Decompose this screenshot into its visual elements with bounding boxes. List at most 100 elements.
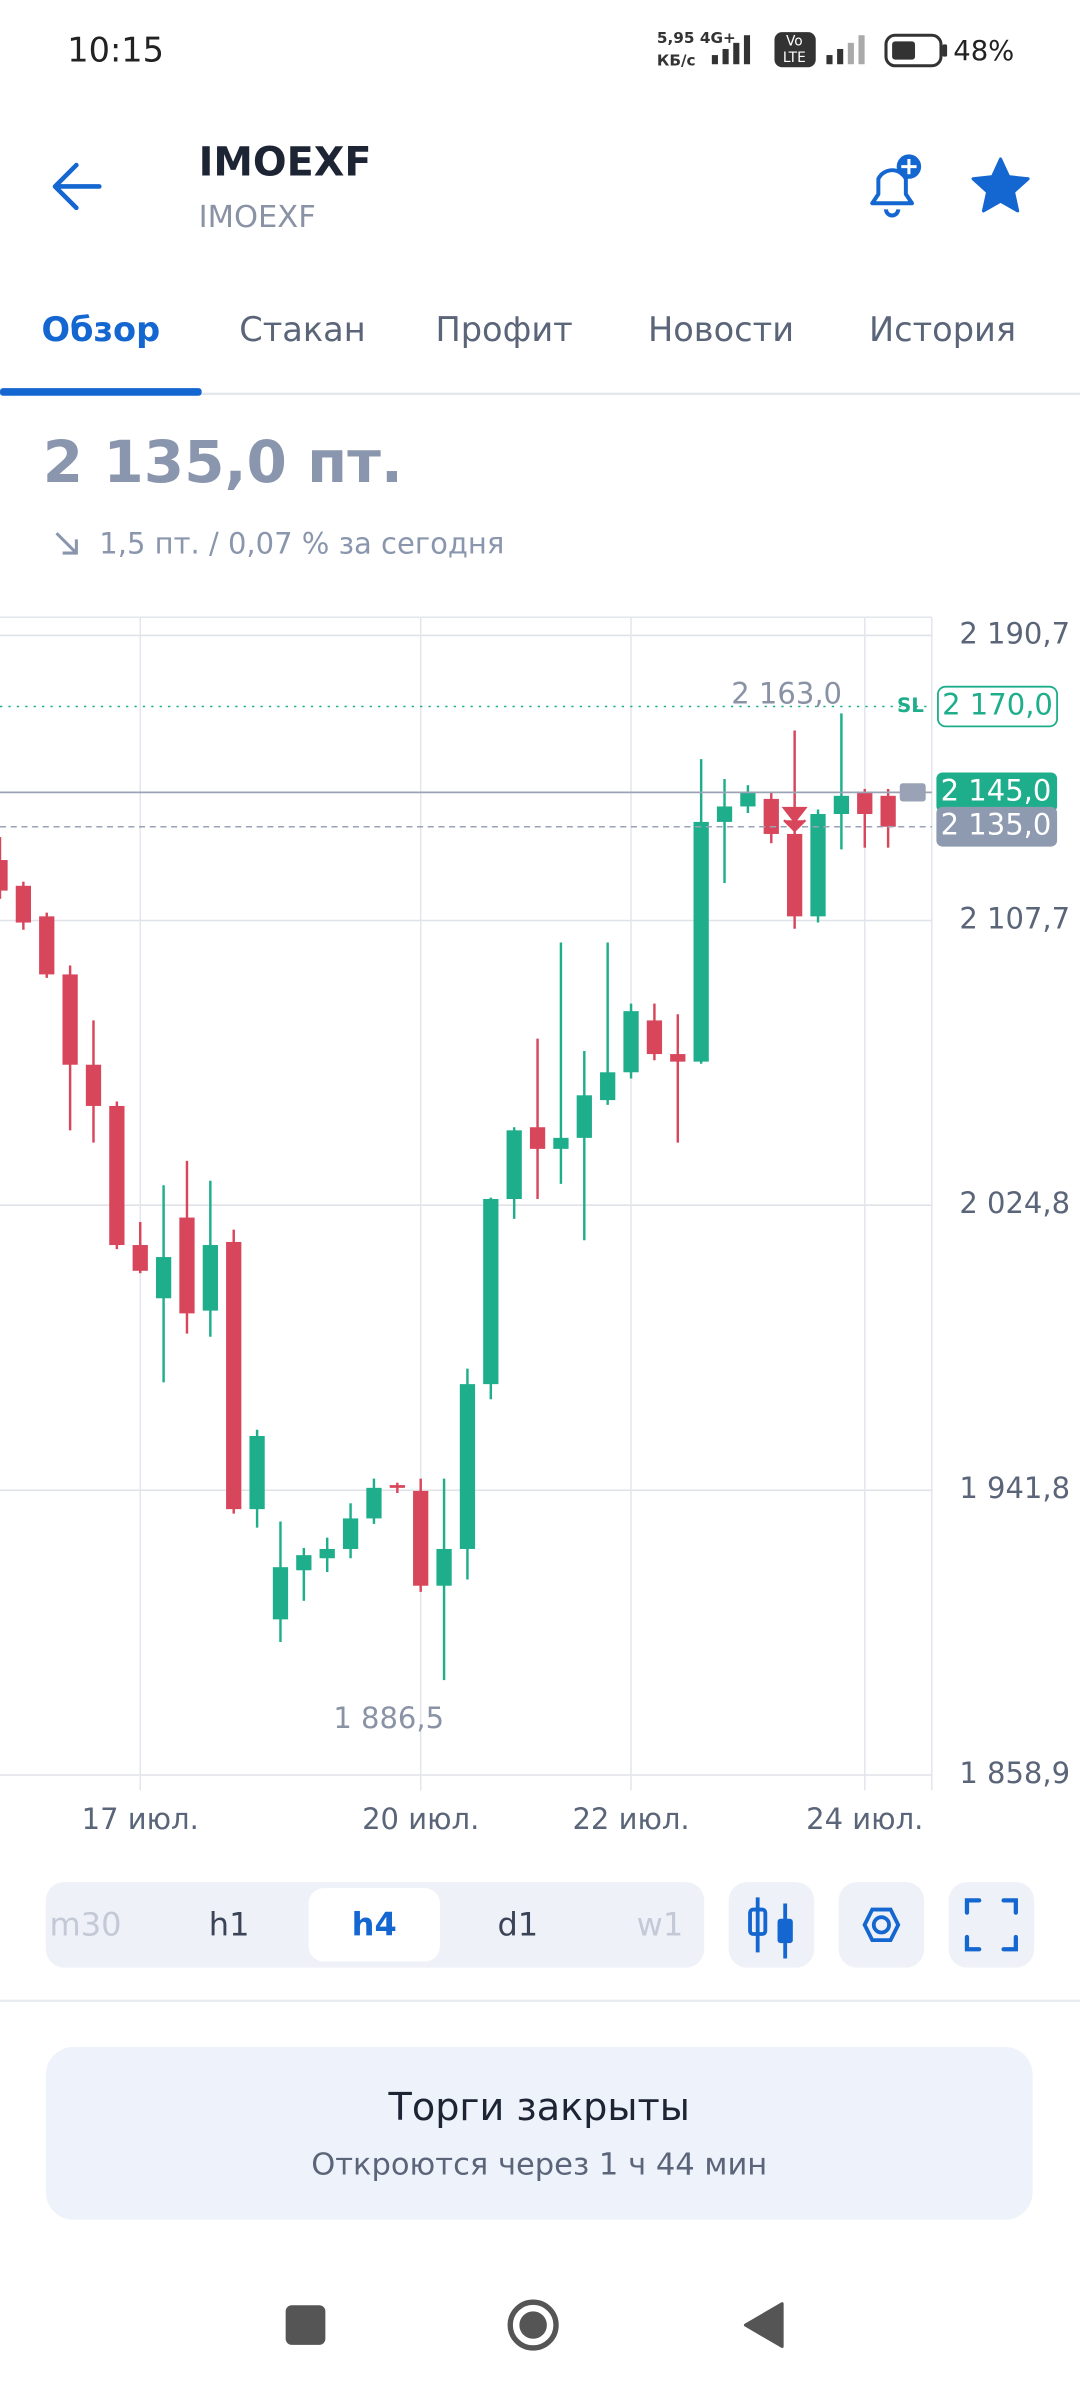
candle-body [226, 1241, 242, 1510]
candle-body [366, 1487, 382, 1519]
fullscreen-button[interactable] [948, 1882, 1035, 1968]
candle-body [39, 916, 55, 975]
candle-body [600, 1072, 616, 1101]
candle-body [389, 1485, 405, 1488]
battery-icon [884, 33, 948, 68]
candle-body [0, 860, 8, 891]
candle-body [857, 792, 873, 815]
candle-body [109, 1105, 125, 1246]
stop-loss-tag: SL [897, 694, 924, 717]
order-label-box [936, 772, 1058, 813]
stop-loss-label: 2 170,0 [942, 688, 1053, 722]
tab[interactable]: Стакан [239, 310, 365, 349]
x-tick-label: 24 июл. [806, 1802, 923, 1836]
candle-body [436, 1548, 452, 1586]
candle-body [15, 885, 32, 923]
change-arrow [55, 532, 78, 555]
timeframe-option[interactable]: w1 [637, 1905, 684, 1943]
candle-body [740, 792, 756, 807]
nav-home[interactable] [507, 2299, 559, 2351]
candle-body [319, 1548, 335, 1559]
candle-body [296, 1555, 312, 1571]
candle-body [763, 798, 779, 834]
instrument-subtitle: IMOEXF [199, 200, 316, 235]
candle-body [155, 1257, 172, 1299]
status-time: 10:15 [67, 31, 164, 70]
candle-body [693, 821, 709, 1062]
signal-icon [711, 35, 751, 65]
back-button[interactable] [52, 162, 102, 211]
candle-body [623, 1011, 639, 1073]
candle-body [272, 1567, 289, 1620]
last-price-label-box [936, 806, 1058, 847]
candle-body [249, 1435, 265, 1510]
candle-body [880, 795, 896, 827]
nav-back[interactable] [743, 2302, 784, 2348]
extreme-label: 1 886,5 [333, 1701, 444, 1735]
candle-body [670, 1054, 686, 1062]
y-tick-label: 1 858,9 [959, 1756, 1070, 1790]
candle-body [459, 1384, 476, 1549]
candle-body [132, 1245, 148, 1271]
order-icon [899, 783, 926, 802]
candle-body [413, 1490, 429, 1586]
tab[interactable]: Обзор [41, 310, 160, 349]
x-tick-label: 22 июл. [572, 1802, 689, 1836]
candle-body [553, 1137, 569, 1149]
y-tick-label: 2 024,8 [959, 1186, 1070, 1220]
tab[interactable]: Новости [648, 310, 794, 349]
tab-bar: Обзор Стакан Профит Новости История [41, 310, 1016, 349]
stop-loss-label-box [937, 685, 1059, 728]
alert-button[interactable] [870, 154, 922, 218]
candle-body [576, 1095, 592, 1138]
y-tick-label: 1 941,8 [959, 1471, 1070, 1505]
chart: 2 190,7 2 107,7 2 024,8 1 941,8 1 858,9 17 ию… [0, 616, 1070, 1836]
y-tick-label: 2 190,7 [959, 616, 1070, 650]
tab-divider [0, 392, 1080, 395]
tab[interactable]: Профит [435, 310, 572, 349]
candle-body [179, 1217, 195, 1314]
timeframe-option[interactable]: h4 [352, 1905, 397, 1943]
timeframe-option[interactable]: h1 [209, 1905, 250, 1943]
status-speed-unit: КБ/с [657, 52, 696, 70]
extreme-label: 2 163,0 [731, 676, 842, 710]
price-change: 1,5 пт. / 0,07 % за сегодня [99, 526, 504, 560]
tab[interactable]: История [869, 310, 1016, 349]
indicators-button[interactable] [838, 1882, 925, 1968]
volte-top: Vo [786, 33, 803, 49]
x-tick-label: 17 июл. [82, 1802, 199, 1836]
y-tick-label: 2 107,7 [959, 901, 1070, 935]
candle-body [62, 974, 78, 1065]
candle-body [646, 1020, 663, 1055]
candle-body [787, 833, 803, 917]
favorite-button[interactable] [971, 157, 1030, 213]
candles [0, 713, 896, 1681]
last-price-label: 2 135,0 [941, 808, 1052, 842]
candle-body [85, 1064, 102, 1106]
section-divider [0, 1999, 1080, 2002]
instrument-title: IMOEXF [199, 140, 372, 186]
timeframe-option[interactable]: m30 [50, 1905, 122, 1943]
candle-body [529, 1127, 546, 1149]
signal-icon-2 [826, 35, 865, 65]
active-tab-indicator [0, 388, 202, 396]
x-tick-label: 20 июл. [362, 1802, 479, 1836]
timeframe-selected [308, 1888, 440, 1962]
notice-box [45, 2047, 1033, 2220]
candle-body [342, 1518, 359, 1549]
chart-type-button[interactable] [728, 1882, 815, 1968]
battery-level: 48% [953, 35, 1014, 67]
timeframe-group: m30 h1 h4 d1 w1 [50, 1905, 684, 1943]
order-label: 2 145,0 [941, 773, 1052, 807]
price-value: 2 135,0 пт. [43, 428, 403, 496]
volte-bottom: LTE [783, 50, 806, 66]
timeframe-option[interactable]: d1 [497, 1905, 538, 1943]
sell-marker [781, 806, 808, 833]
notice-title: Торги закрыты [388, 2086, 690, 2130]
nav-recents[interactable] [285, 2305, 326, 2345]
candle-body [483, 1199, 499, 1385]
candle-body [202, 1245, 218, 1311]
